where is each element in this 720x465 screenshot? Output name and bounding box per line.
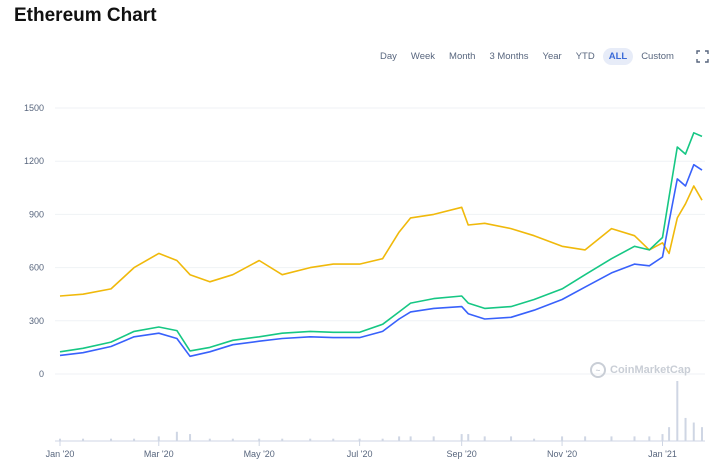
- volume-bar: [460, 434, 463, 441]
- x-tick-label: Jul '20: [347, 449, 373, 459]
- volume-bar: [231, 438, 234, 441]
- volume-bar: [258, 438, 261, 441]
- volume-bar: [584, 436, 587, 441]
- range-day-button[interactable]: Day: [380, 51, 397, 62]
- y-tick-label: 900: [29, 209, 44, 219]
- volume-bar: [208, 438, 211, 441]
- volume-bar: [467, 434, 470, 441]
- volume-bar: [561, 436, 564, 441]
- volume-bar: [510, 436, 513, 441]
- y-tick-label: 600: [29, 263, 44, 273]
- volume-bar: [398, 436, 401, 441]
- volume-bar: [110, 438, 113, 441]
- x-tick-label: Mar '20: [144, 449, 174, 459]
- volume-bar: [610, 436, 613, 441]
- x-tick-label: Sep '20: [447, 449, 477, 459]
- volume-bar: [332, 438, 335, 441]
- x-tick-label: May '20: [244, 449, 275, 459]
- time-range-toolbar: Day Week Month 3 Months Year YTD ALL Cus…: [374, 48, 720, 65]
- volume-bar: [59, 438, 61, 441]
- range-year-button[interactable]: Year: [542, 51, 562, 62]
- series-line: [59, 185, 703, 297]
- watermark-text: CoinMarketCap: [610, 364, 691, 376]
- volume-bar: [633, 436, 636, 441]
- volume-bar: [684, 417, 687, 441]
- volume-bar: [189, 434, 192, 441]
- page-title: Ethereum Chart: [14, 5, 157, 26]
- series-line: [59, 132, 703, 353]
- series-line: [59, 163, 703, 358]
- y-tick-label: 0: [39, 369, 44, 379]
- coinmarketcap-logo-icon: ~: [590, 362, 606, 378]
- volume-bar: [483, 436, 486, 441]
- volume-bar: [533, 438, 536, 441]
- volume-bar: [157, 436, 160, 441]
- x-tick-label: Jan '21: [648, 449, 677, 459]
- volume-bar: [648, 436, 651, 441]
- volume-bar: [381, 438, 384, 441]
- y-axis-ticks: 0 300 600 900 1200 1500: [24, 103, 44, 379]
- fullscreen-icon[interactable]: [694, 49, 712, 65]
- y-tick-label: 1500: [24, 103, 44, 113]
- volume-bar: [692, 422, 695, 441]
- y-tick-label: 1200: [24, 156, 44, 166]
- x-axis-ticks: Jan '20 Mar '20 May '20 Jul '20 Sep '20 Nov '…: [46, 441, 677, 459]
- range-ytd-button[interactable]: YTD: [575, 51, 595, 62]
- volume-bar: [358, 438, 361, 441]
- x-tick-label: Jan '20: [46, 449, 75, 459]
- volume-bar: [281, 438, 284, 441]
- volume-bar: [661, 434, 664, 441]
- volume-bar: [668, 427, 671, 441]
- range-all-button[interactable]: ALL: [602, 48, 634, 65]
- x-tick-label: Nov '20: [547, 449, 577, 459]
- volume-bars: [59, 381, 703, 441]
- range-custom-button[interactable]: Custom: [641, 51, 674, 62]
- volume-bar: [133, 438, 136, 441]
- range-month-button[interactable]: Month: [449, 51, 476, 62]
- coinmarketcap-watermark: ~ CoinMarketCap: [590, 362, 691, 378]
- volume-bar: [309, 438, 312, 441]
- volume-bar: [676, 381, 679, 441]
- range-week-button[interactable]: Week: [410, 51, 436, 62]
- volume-bar: [409, 436, 412, 441]
- volume-bar: [432, 436, 435, 441]
- price-series: [59, 132, 703, 358]
- y-tick-label: 300: [29, 316, 44, 326]
- volume-bar: [82, 438, 85, 441]
- volume-bar: [175, 431, 178, 441]
- volume-bar: [701, 427, 703, 441]
- range-3months-button[interactable]: 3 Months: [489, 51, 529, 62]
